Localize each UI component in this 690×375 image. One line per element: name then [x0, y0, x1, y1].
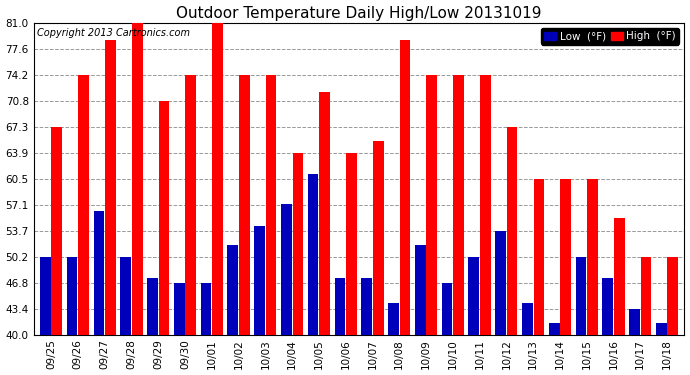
Legend: Low  (°F), High  (°F): Low (°F), High (°F): [541, 28, 679, 45]
Bar: [159, 100, 169, 335]
Bar: [293, 153, 303, 335]
Bar: [346, 153, 357, 335]
Bar: [319, 92, 330, 335]
Bar: [239, 75, 250, 335]
Bar: [266, 75, 277, 335]
Bar: [105, 40, 116, 335]
Bar: [132, 23, 143, 335]
Bar: [640, 257, 651, 335]
Bar: [254, 226, 265, 335]
Bar: [373, 141, 384, 335]
Text: Copyright 2013 Cartronics.com: Copyright 2013 Cartronics.com: [37, 28, 190, 38]
Bar: [40, 257, 50, 335]
Bar: [426, 75, 437, 335]
Bar: [308, 174, 319, 335]
Bar: [453, 75, 464, 335]
Bar: [442, 283, 453, 335]
Bar: [362, 278, 372, 335]
Bar: [667, 257, 678, 335]
Title: Outdoor Temperature Daily High/Low 20131019: Outdoor Temperature Daily High/Low 20131…: [177, 6, 542, 21]
Bar: [506, 127, 518, 335]
Bar: [575, 257, 586, 335]
Bar: [656, 323, 667, 335]
Bar: [400, 40, 411, 335]
Bar: [602, 278, 613, 335]
Bar: [212, 23, 223, 335]
Bar: [614, 217, 624, 335]
Bar: [388, 303, 399, 335]
Bar: [186, 75, 196, 335]
Bar: [522, 303, 533, 335]
Bar: [174, 283, 185, 335]
Bar: [560, 179, 571, 335]
Bar: [495, 231, 506, 335]
Bar: [480, 75, 491, 335]
Bar: [201, 283, 211, 335]
Bar: [52, 127, 62, 335]
Bar: [549, 323, 560, 335]
Bar: [120, 257, 131, 335]
Bar: [281, 204, 292, 335]
Bar: [415, 245, 426, 335]
Bar: [147, 278, 158, 335]
Bar: [587, 179, 598, 335]
Bar: [78, 75, 89, 335]
Bar: [629, 309, 640, 335]
Bar: [94, 211, 104, 335]
Bar: [67, 257, 77, 335]
Bar: [469, 257, 479, 335]
Bar: [335, 278, 345, 335]
Bar: [228, 245, 238, 335]
Bar: [533, 179, 544, 335]
